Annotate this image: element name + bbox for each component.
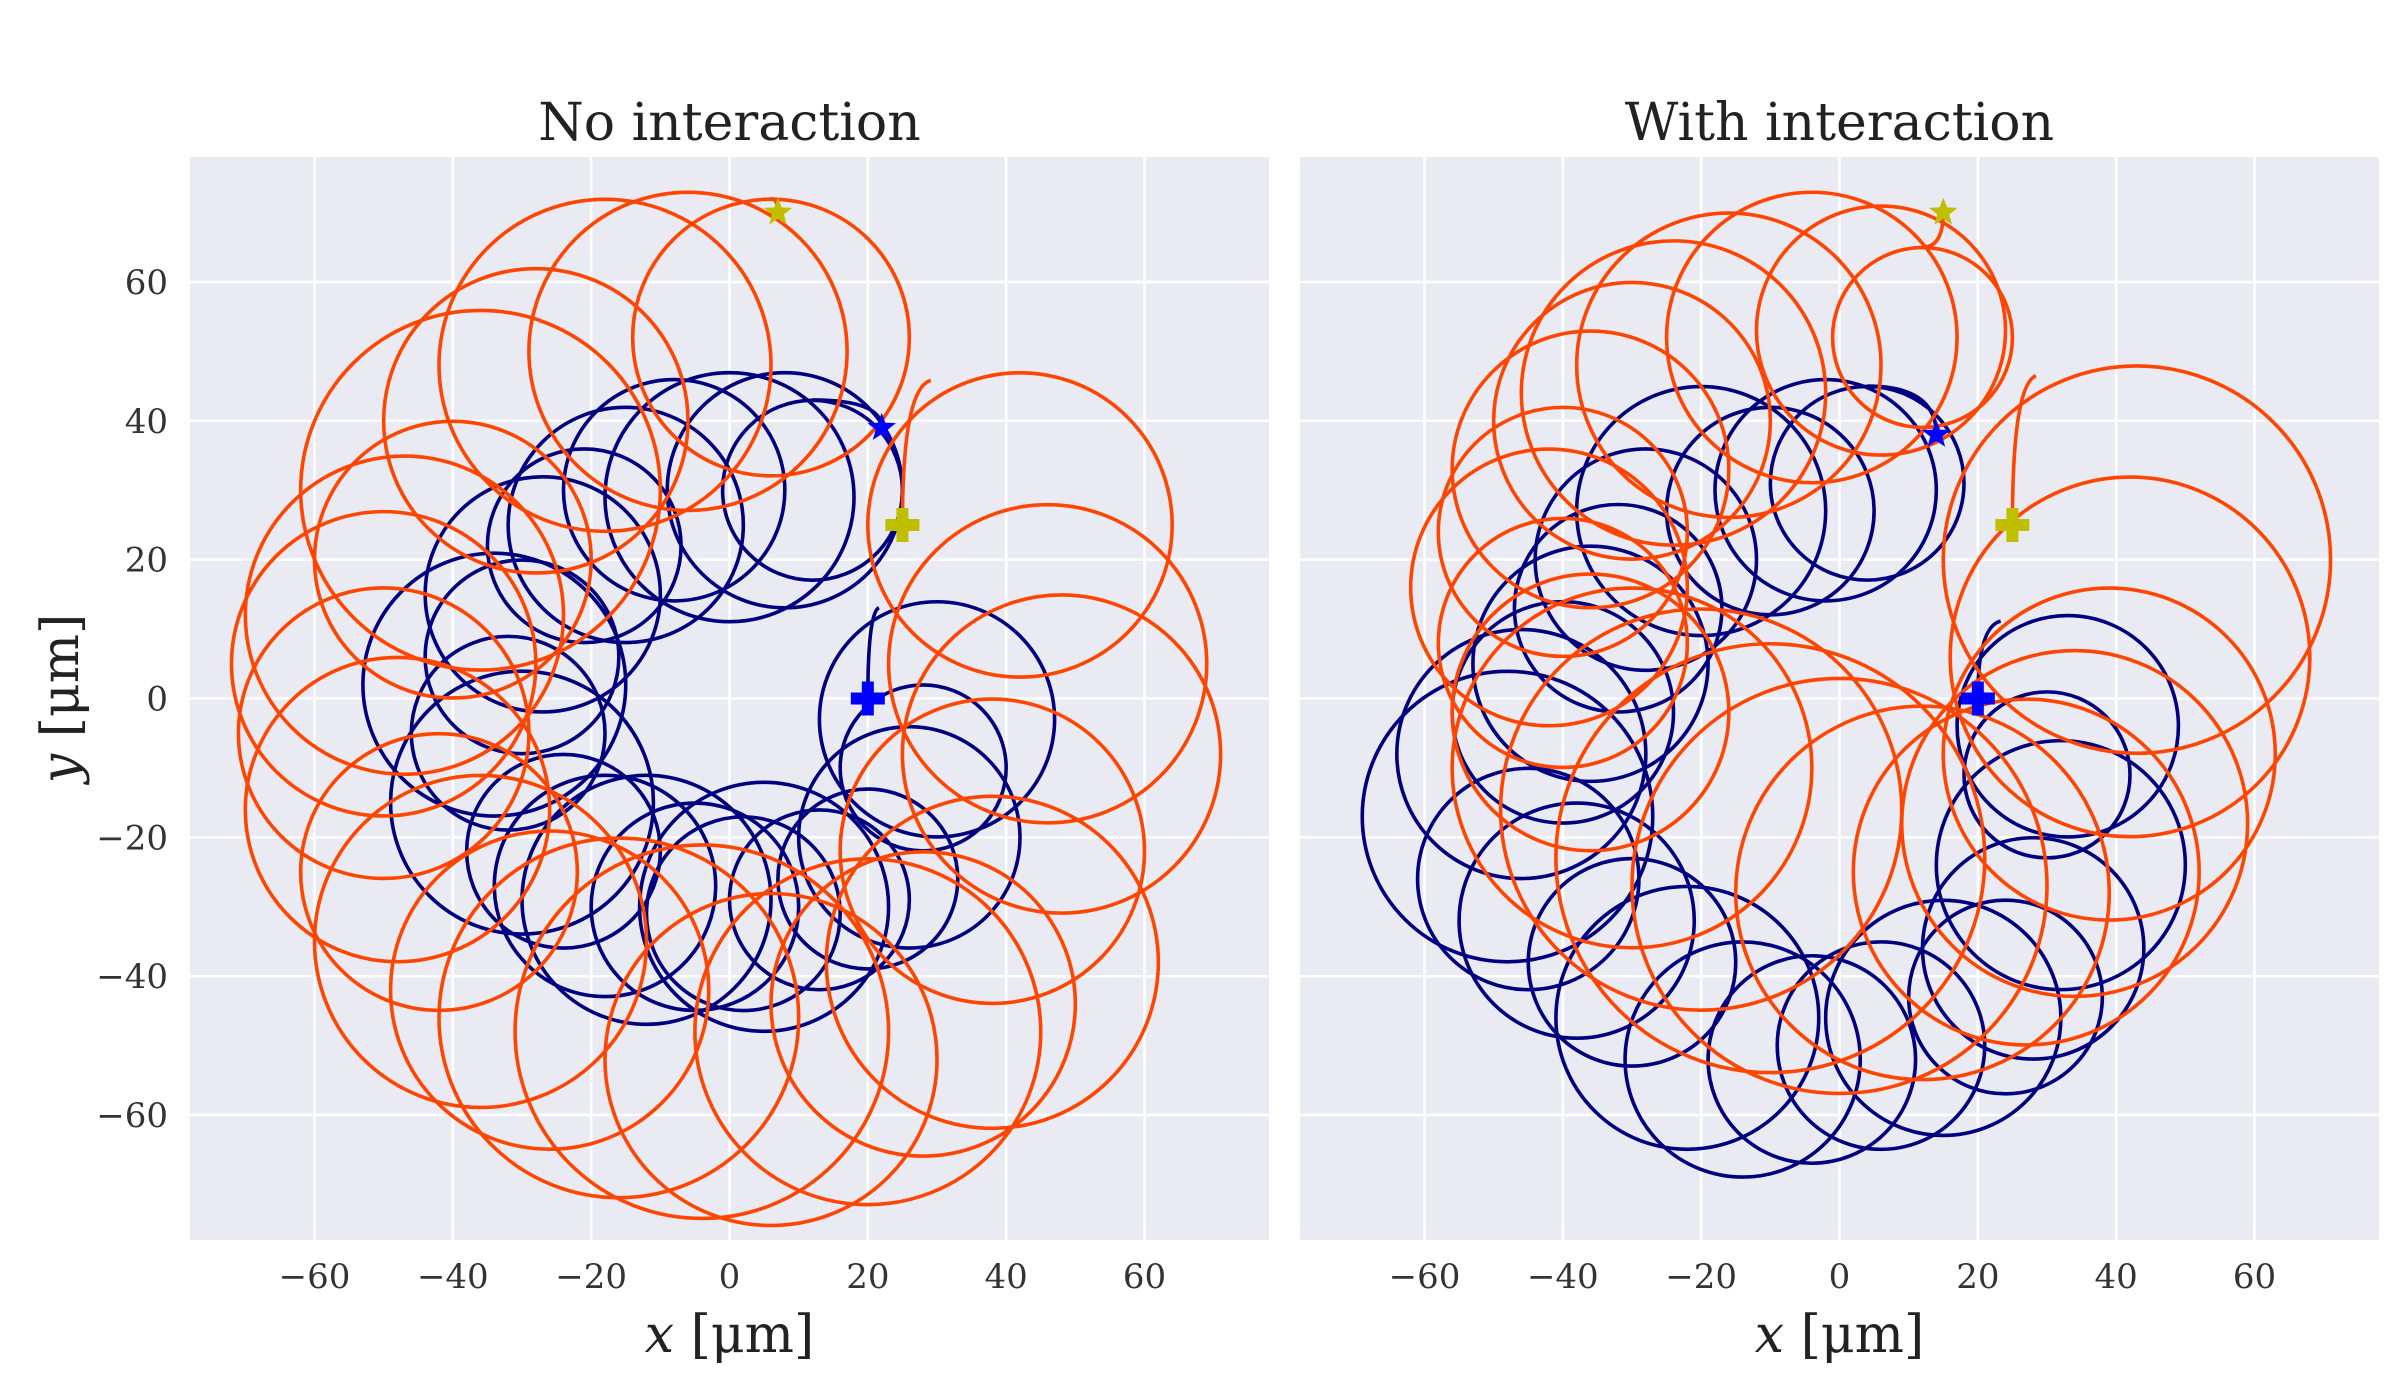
trajectory-loop-orange <box>1851 697 2201 1047</box>
trajectory-loop-orange <box>437 197 773 534</box>
y-tick-label: −60 <box>96 1096 168 1136</box>
x-tick-label: 40 <box>985 1257 1028 1297</box>
trajectory-loop-orange <box>437 836 801 1200</box>
x-tick-label: −60 <box>279 1257 351 1297</box>
end-star-marker-yellow <box>763 197 793 225</box>
trajectory-loop-orange <box>824 794 1161 1131</box>
trajectory-loop-orange <box>229 509 538 818</box>
trajectory-loop-navy <box>603 370 856 624</box>
trajectory-loop-orange <box>1630 676 2049 1096</box>
x-tick-label: 0 <box>719 1257 741 1297</box>
y-tick-label: −20 <box>96 818 168 858</box>
trajectory-loop-navy <box>506 405 746 645</box>
x-tick-label: 20 <box>1956 1257 1999 1297</box>
trajectory-loop-orange <box>312 773 649 1110</box>
x-tick-label: 0 <box>1829 1257 1851 1297</box>
y-tick-label: −40 <box>96 957 168 997</box>
trajectory-loop-navy <box>796 724 1022 950</box>
trajectory-loop-navy <box>637 780 891 1034</box>
trajectory-loop-navy <box>1706 953 1918 1166</box>
y-axis-label: y [μm] <box>31 614 91 786</box>
x-tick-label: 60 <box>1123 1257 1166 1297</box>
trajectory-loop-navy <box>1533 447 1759 673</box>
trajectory-loop-navy <box>409 634 607 832</box>
trajectory-loop-navy <box>1395 627 1648 881</box>
series-group <box>229 190 1223 1228</box>
trajectory-loop-orange <box>1450 329 1731 610</box>
trajectory-loop-orange <box>1574 211 1883 520</box>
trajectory-loop-navy <box>1962 690 2132 860</box>
x-tick-label: −40 <box>1527 1257 1599 1297</box>
trajectory-loop-orange <box>693 857 1043 1207</box>
trajectory-loop-navy <box>817 599 1057 839</box>
trajectory-loop-orange <box>900 593 1223 915</box>
trajectory-loop-orange <box>527 190 849 513</box>
trajectory-loop-navy <box>1955 613 2181 839</box>
trajectory-loop-orange <box>886 502 1209 825</box>
trajectory-loop-orange <box>243 655 552 964</box>
trajectory-loop-orange <box>769 849 1078 1158</box>
x-axis-label: x [μm] <box>645 1305 815 1365</box>
trajectory-loop-orange <box>236 586 531 881</box>
end-star-marker-blue <box>867 412 896 440</box>
panel-with-interaction: −60 −40 −20 0 20 40 60 With interaction x [μm] <box>1300 93 2379 1365</box>
trajectory-loop-orange <box>1754 204 2008 457</box>
x-tick-label: −40 <box>417 1257 489 1297</box>
trajectory-loop-navy <box>1471 544 1710 784</box>
trajectory-loop-orange <box>1491 280 1773 561</box>
x-tick-label: 60 <box>2233 1257 2276 1297</box>
trajectory-loop-navy <box>1512 502 1724 714</box>
x-tick-label: −20 <box>555 1257 627 1297</box>
panel-title: With interaction <box>1625 93 2054 153</box>
end-star-marker-blue <box>1922 419 1951 447</box>
trajectory-loop-orange <box>1408 447 1690 728</box>
trajectory-loop-orange <box>1450 586 1814 950</box>
trajectory-loop-orange <box>1554 641 1987 1075</box>
start-plus-marker-blue <box>1960 681 1995 716</box>
x-axis-label: x [μm] <box>1755 1305 1925 1365</box>
trajectory-loop-orange <box>243 454 566 777</box>
start-plus-marker-yellow <box>885 507 920 542</box>
trajectory-loop-orange <box>1519 239 1828 548</box>
series-group <box>1360 190 2333 1179</box>
end-star-marker-yellow <box>1929 197 1958 225</box>
trajectory-loop-orange <box>513 843 891 1221</box>
trajectory-loop-navy <box>776 787 960 971</box>
trajectory-loop-orange <box>1436 516 1690 770</box>
start-plus-marker-blue <box>850 681 885 716</box>
trajectory-loop-orange <box>1941 586 2278 922</box>
trajectory-loop-orange <box>1948 475 2312 839</box>
trajectory-loop-orange <box>1436 405 1690 659</box>
trajectory-lead-in <box>2010 374 2037 525</box>
trajectory-loop-navy <box>561 377 787 603</box>
trajectory-loop-navy <box>423 558 621 756</box>
trajectory-loop-orange <box>866 370 1174 679</box>
y-tick-label: 60 <box>125 263 168 303</box>
start-plus-marker-yellow <box>1995 507 2030 542</box>
trajectory-loop-orange <box>1664 190 1959 485</box>
x-tick-label: 40 <box>2095 1257 2138 1297</box>
trajectory-loop-navy <box>361 551 628 818</box>
trajectory-loop-orange <box>1498 607 1904 1012</box>
trajectory-loop-orange <box>381 266 690 575</box>
trajectory-loop-orange <box>838 697 1147 1006</box>
x-tick-label: 20 <box>846 1257 889 1297</box>
trajectory-loop-orange <box>1450 572 1731 853</box>
trajectory-loop-orange <box>603 891 939 1228</box>
panel-no-interaction: −60 −40 −20 0 20 40 60 −60 −40 −20 0 20 40 60 No inter… <box>31 93 1269 1365</box>
x-tick-label: −60 <box>1389 1257 1461 1297</box>
x-tick-label: −20 <box>1665 1257 1737 1297</box>
trajectory-loop-navy <box>1775 940 1987 1152</box>
y-tick-label: 40 <box>125 402 168 442</box>
trajectory-loop-orange <box>298 308 663 672</box>
trajectory-loop-orange <box>298 731 580 1013</box>
y-tick-label: 0 <box>146 680 168 720</box>
y-tick-label: 20 <box>125 541 168 581</box>
panel-title: No interaction <box>538 93 920 153</box>
trajectory-loop-navy <box>1934 738 2188 992</box>
trajectory-loop-navy <box>1360 669 1655 964</box>
trajectory-loop-orange <box>1941 364 2333 756</box>
trajectory-loop-navy <box>1457 801 1697 1041</box>
